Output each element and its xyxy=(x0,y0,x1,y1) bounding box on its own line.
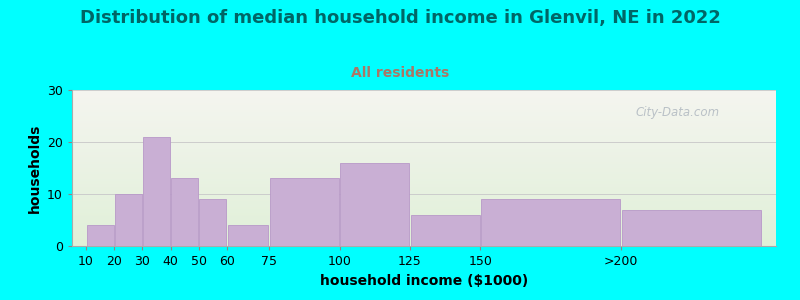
Bar xyxy=(115,194,142,246)
Bar xyxy=(86,225,114,246)
Bar xyxy=(270,178,339,246)
X-axis label: household income ($1000): household income ($1000) xyxy=(320,274,528,288)
Bar xyxy=(143,137,170,246)
Text: City-Data.com: City-Data.com xyxy=(635,106,719,118)
Bar xyxy=(340,163,410,246)
Text: Distribution of median household income in Glenvil, NE in 2022: Distribution of median household income … xyxy=(79,9,721,27)
Text: All residents: All residents xyxy=(351,66,449,80)
Bar xyxy=(199,199,226,246)
Bar xyxy=(410,215,480,246)
Bar xyxy=(481,199,621,246)
Y-axis label: households: households xyxy=(27,123,42,213)
Bar xyxy=(171,178,198,246)
Bar xyxy=(227,225,269,246)
Bar xyxy=(622,210,762,246)
